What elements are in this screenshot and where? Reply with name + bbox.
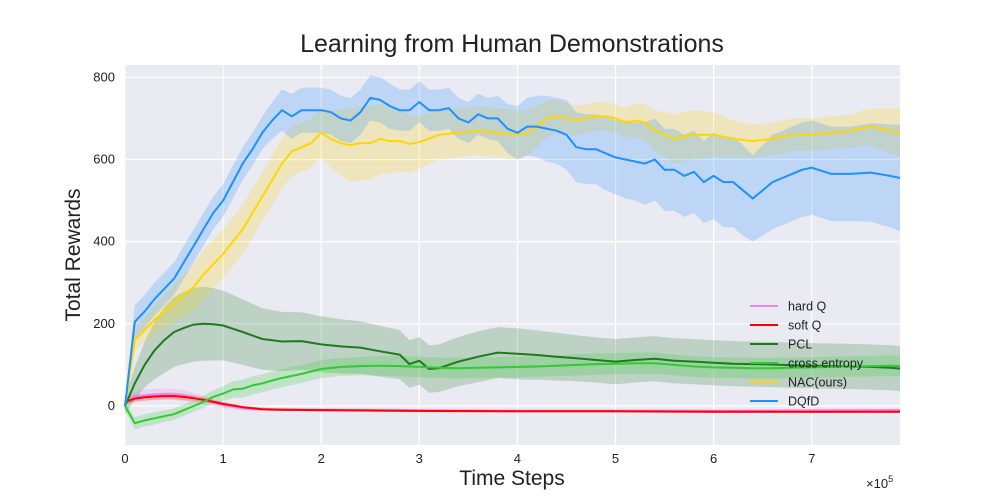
line-nac-ours (124, 115, 901, 407)
band-pcl (125, 286, 900, 415)
axis-ticks: 0 1 2 3 4 5 6 7 0 200 400 600 800 (93, 69, 815, 466)
line-dqfd (124, 96, 901, 407)
x-tick-label: 0 (121, 451, 128, 466)
y-tick-label: 0 (108, 398, 115, 413)
y-tick-label: 400 (93, 234, 115, 249)
legend-label-dqfd: DQfD (788, 395, 819, 409)
x-axis-multiplier-base: ×10 (866, 476, 888, 491)
y-tick-label: 800 (93, 69, 115, 84)
line-cross-entropy (124, 362, 901, 425)
legend: hard Q soft Q PCL cross entropy NAC(ours) DQf… (750, 300, 864, 409)
band-cross-entropy (125, 352, 900, 430)
x-axis-multiplier-exponent: 5 (888, 474, 893, 484)
x-tick-label: 7 (808, 451, 815, 466)
x-tick-label: 4 (514, 451, 521, 466)
legend-label-pcl: PCL (788, 338, 812, 352)
x-tick-label: 5 (612, 451, 619, 466)
line-soft-q (124, 395, 900, 413)
band-dqfd (125, 75, 900, 411)
x-tick-label: 3 (416, 451, 423, 466)
x-tick-label: 1 (219, 451, 226, 466)
x-tick-label: 6 (710, 451, 717, 466)
x-axis-label: Time Steps (459, 467, 564, 490)
y-axis-label: Total Rewards (62, 188, 85, 321)
band-nac-ours (125, 99, 900, 411)
legend-label-soft-q: soft Q (788, 319, 822, 333)
series-lines (124, 96, 901, 425)
legend-label-hard-q: hard Q (788, 300, 826, 314)
legend-label-cross-entropy: cross entropy (788, 357, 864, 371)
y-tick-label: 200 (93, 316, 115, 331)
legend-label-nac-ours: NAC(ours) (788, 376, 847, 390)
y-tick-label: 600 (93, 151, 115, 166)
x-tick-label: 2 (318, 451, 325, 466)
grid (124, 65, 900, 445)
line-pcl (124, 322, 901, 407)
chart-title: Learning from Human Demonstrations (300, 30, 724, 58)
x-axis-multiplier: ×105 (866, 474, 893, 491)
